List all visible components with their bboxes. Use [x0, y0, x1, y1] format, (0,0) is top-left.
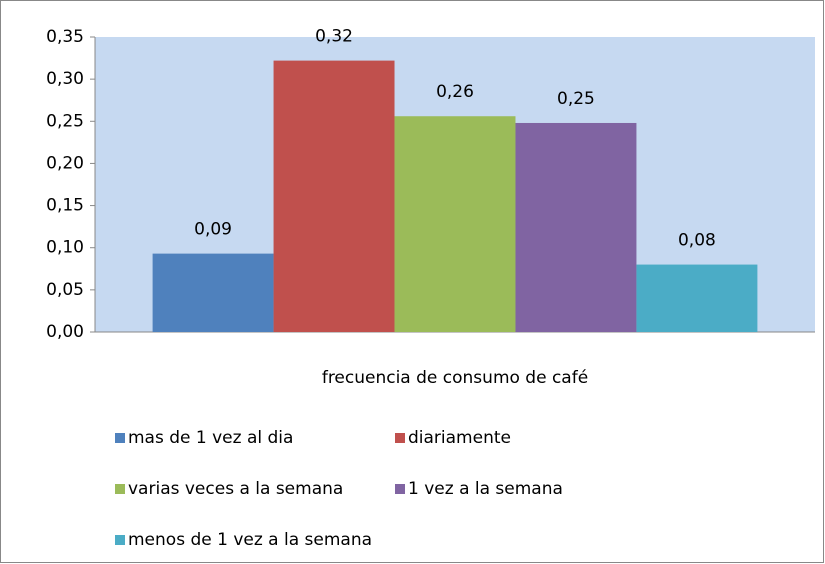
- legend-label: mas de 1 vez al dia: [128, 428, 293, 448]
- y-tick-label: 0,05: [46, 280, 84, 300]
- y-tick-label: 0,20: [46, 153, 84, 173]
- legend-swatch: [395, 433, 405, 443]
- data-label: 0,26: [436, 82, 474, 102]
- y-tick-label: 0,00: [46, 322, 84, 342]
- x-axis-label: frecuencia de consumo de café: [322, 368, 588, 388]
- data-label: 0,32: [315, 27, 353, 47]
- legend-label: varias veces a la semana: [128, 479, 343, 499]
- legend-label: diariamente: [408, 428, 511, 448]
- bar: [273, 60, 395, 332]
- y-tick-label: 0,15: [46, 196, 84, 216]
- y-tick-label: 0,30: [46, 69, 84, 89]
- y-tick-label: 0,10: [46, 238, 84, 258]
- legend-label: menos de 1 vez a la semana: [128, 530, 372, 550]
- bar: [636, 264, 758, 332]
- y-tick-label: 0,25: [46, 111, 84, 131]
- data-label: 0,08: [678, 231, 716, 251]
- legend-swatch: [115, 433, 125, 443]
- data-label: 0,09: [194, 220, 232, 240]
- bar: [515, 122, 637, 332]
- bar: [152, 253, 274, 332]
- y-tick-label: 0,35: [46, 27, 84, 47]
- legend-swatch: [395, 484, 405, 494]
- data-label: 0,25: [557, 89, 595, 109]
- bar: [394, 116, 516, 332]
- legend-swatch: [115, 484, 125, 494]
- legend-swatch: [115, 535, 125, 545]
- legend-label: 1 vez a la semana: [408, 479, 563, 499]
